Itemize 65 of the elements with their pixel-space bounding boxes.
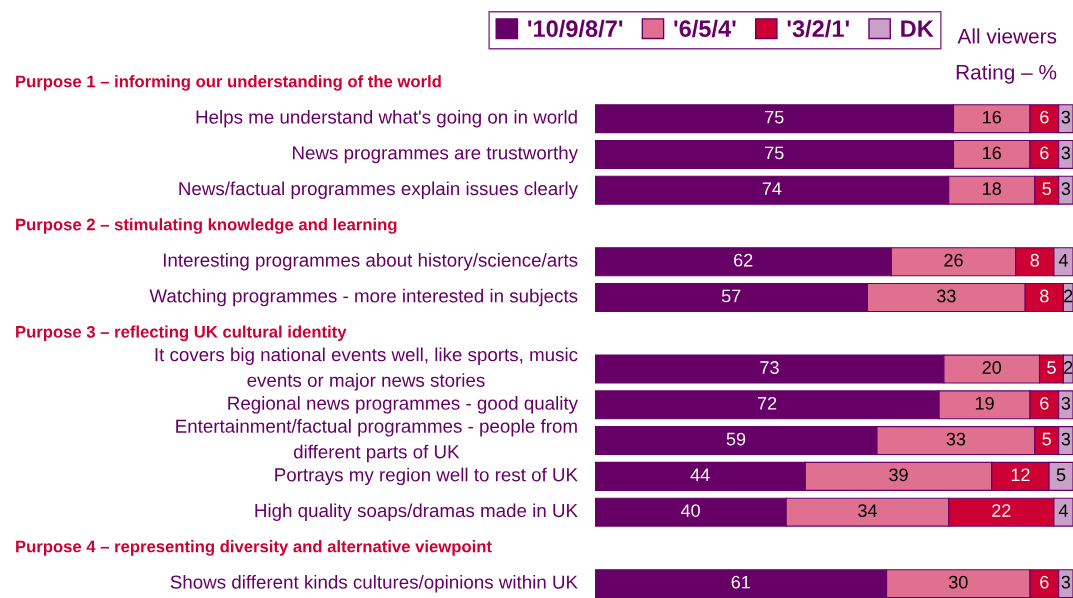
data-label: 73 bbox=[760, 361, 779, 374]
data-label: 6 bbox=[1040, 110, 1049, 124]
data-label: 4 bbox=[1058, 504, 1068, 517]
data-label: 26 bbox=[944, 253, 963, 267]
data-label: 6 bbox=[1040, 146, 1049, 160]
data-label: 3 bbox=[1061, 575, 1071, 589]
data-label: 5 bbox=[1042, 432, 1051, 446]
data-label: 5 bbox=[1042, 182, 1051, 196]
data-label: 44 bbox=[690, 468, 710, 482]
data-label: 59 bbox=[726, 432, 746, 446]
data-label: 74 bbox=[762, 182, 782, 195]
text: Purpose 2 – stimulating knowledge and learning bbox=[16, 218, 397, 234]
data-label: 33 bbox=[946, 432, 966, 446]
data-label: 3 bbox=[1061, 110, 1071, 124]
data-label: 2 bbox=[1064, 361, 1073, 374]
text: Purpose 1 – informing our understanding of the world bbox=[16, 75, 441, 91]
data-label: 72 bbox=[757, 396, 777, 410]
data-label: 3 bbox=[1061, 396, 1071, 410]
y-tick-label: News programmes are trustworthy bbox=[293, 145, 578, 164]
data-label: 19 bbox=[975, 396, 994, 410]
y-tick-label: Interesting programmes about history/science/arts bbox=[163, 253, 578, 271]
data-label: 16 bbox=[983, 146, 1001, 160]
data-label: 5 bbox=[1047, 361, 1056, 374]
y-tick-label: Entertainment/factual programmes - people from different parts of UK bbox=[176, 419, 577, 463]
legend-label: DK bbox=[901, 20, 934, 37]
data-label: 16 bbox=[983, 110, 1001, 124]
data-label: 62 bbox=[734, 253, 753, 267]
data-label: 6 bbox=[1040, 396, 1049, 410]
data-label: 61 bbox=[731, 575, 750, 589]
data-label: 3 bbox=[1061, 146, 1071, 160]
y-tick-label: Shows different kinds cultures/opinions within UK bbox=[170, 574, 578, 593]
data-label: 39 bbox=[889, 468, 908, 482]
data-label: 30 bbox=[948, 575, 968, 589]
y-tick-label: Watching programmes - more interested in subjects bbox=[149, 288, 578, 307]
y-tick-label: Regional news programmes - good quality bbox=[228, 396, 578, 414]
legend-label: '10/9/8/7' bbox=[528, 19, 623, 38]
data-label: 33 bbox=[936, 289, 956, 303]
data-label: 8 bbox=[1040, 289, 1049, 303]
data-label: 18 bbox=[983, 182, 1001, 196]
data-label: 75 bbox=[765, 110, 784, 124]
y-tick-label: Helps me understand what's going on in world bbox=[196, 109, 577, 128]
data-label: 22 bbox=[992, 504, 1011, 517]
y-tick-label: High quality soaps/dramas made in UK bbox=[255, 503, 578, 521]
text: All viewers bbox=[957, 28, 1057, 44]
data-label: 8 bbox=[1030, 253, 1039, 267]
y-tick-label: It covers big national events well, like sports, music events or major news stories bbox=[155, 347, 578, 391]
data-label: 6 bbox=[1040, 575, 1049, 589]
data-label: 12 bbox=[1011, 468, 1030, 482]
data-label: 40 bbox=[680, 504, 700, 517]
data-label: 2 bbox=[1064, 289, 1073, 303]
data-label: 57 bbox=[721, 289, 741, 303]
data-label: 34 bbox=[858, 504, 877, 517]
data-label: 4 bbox=[1058, 253, 1068, 267]
legend-label: '3/2/1' bbox=[787, 19, 849, 38]
y-tick-label: Portrays my region well to rest of UK bbox=[275, 467, 578, 486]
y-tick-label: News/factual programmes explain issues clearly bbox=[179, 181, 578, 199]
annotation: Rating – % bbox=[956, 64, 1057, 84]
data-label: 75 bbox=[765, 146, 784, 160]
data-label: 20 bbox=[982, 361, 1002, 374]
legend-label: '6/5/4' bbox=[674, 19, 736, 38]
text: Purpose 3 – reflecting UK cultural identity bbox=[16, 325, 347, 342]
data-label: 5 bbox=[1056, 468, 1066, 482]
data-label: 3 bbox=[1061, 182, 1071, 196]
text: Purpose 4 – representing diversity and alternative viewpoint bbox=[16, 540, 492, 556]
data-label: 3 bbox=[1061, 432, 1071, 446]
